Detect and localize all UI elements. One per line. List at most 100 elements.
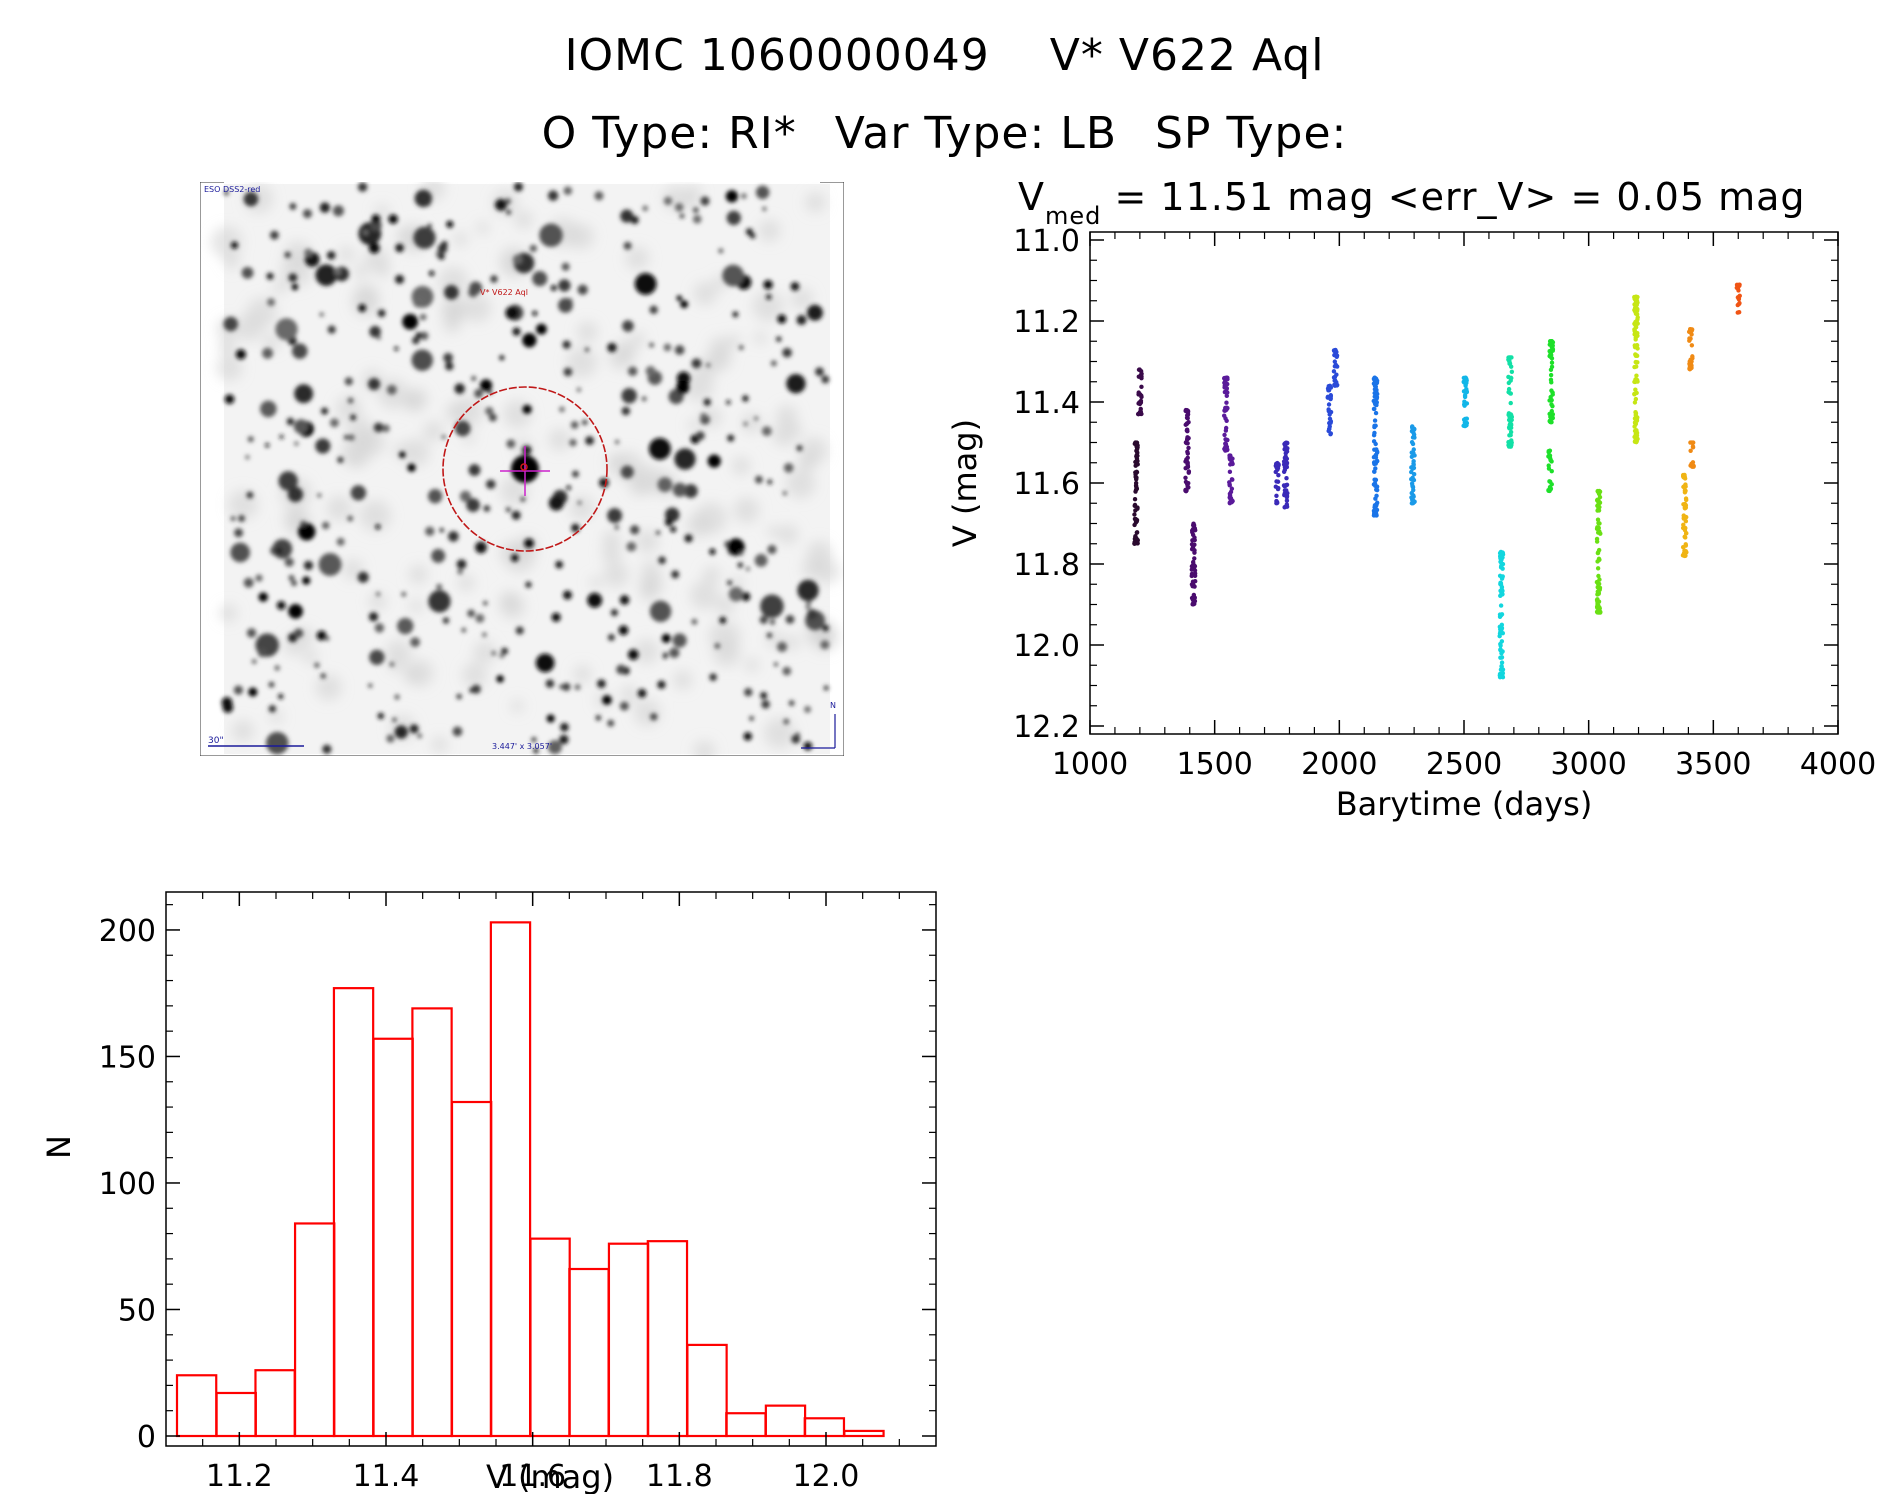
- star: [558, 297, 573, 313]
- data-point: [1189, 528, 1195, 533]
- star: [559, 406, 565, 413]
- data-point: [1634, 373, 1639, 378]
- star: [268, 681, 275, 688]
- star: [741, 592, 751, 602]
- star: [684, 534, 693, 543]
- star: [726, 210, 741, 226]
- data-point: [1274, 493, 1279, 499]
- data-point: [1371, 432, 1377, 438]
- x-tick-label: 11.2: [206, 1459, 273, 1494]
- star: [718, 248, 724, 254]
- star: [649, 305, 658, 314]
- star: [515, 626, 524, 635]
- star: [471, 684, 481, 694]
- data-point: [1224, 386, 1229, 391]
- star-name: V* V622 Aql: [1049, 30, 1325, 81]
- star: [566, 485, 571, 491]
- star: [785, 614, 795, 624]
- data-point: [1549, 468, 1554, 474]
- data-point: [1372, 400, 1378, 406]
- star: [822, 624, 829, 632]
- data-point: [1594, 539, 1600, 544]
- data-point: [1633, 410, 1638, 415]
- star: [676, 380, 690, 394]
- star: [362, 229, 369, 236]
- data-point: [1595, 609, 1601, 614]
- data-point: [1546, 453, 1552, 458]
- star: [287, 486, 304, 503]
- star: [532, 270, 548, 287]
- data-point: [1410, 475, 1415, 481]
- data-point: [1185, 435, 1190, 440]
- star: [680, 300, 689, 309]
- star: [248, 687, 258, 697]
- star: [749, 716, 754, 721]
- star: [571, 523, 580, 533]
- star: [563, 367, 573, 377]
- data-point: [1222, 432, 1227, 438]
- star: [336, 537, 345, 546]
- star: [446, 220, 454, 228]
- star: [316, 630, 327, 641]
- data-point: [1134, 440, 1139, 445]
- star: [550, 285, 557, 291]
- star: [562, 682, 571, 691]
- star: [732, 311, 739, 318]
- data-point: [1228, 455, 1234, 461]
- data-point: [1547, 479, 1552, 484]
- star: [347, 515, 354, 522]
- star: [278, 693, 284, 700]
- star: [619, 595, 630, 605]
- data-point: [1682, 488, 1688, 493]
- histogram-bar: [254, 1369, 296, 1438]
- data-point: [1690, 354, 1695, 359]
- star: [616, 664, 626, 675]
- star: [670, 526, 677, 533]
- data-point: [1132, 522, 1137, 528]
- data-point: [1633, 396, 1639, 402]
- star: [671, 570, 680, 579]
- data-point: [1411, 487, 1416, 493]
- star: [505, 306, 519, 320]
- star: [386, 734, 395, 743]
- data-point: [1506, 417, 1512, 423]
- star: [548, 495, 564, 511]
- star: [547, 740, 562, 755]
- y-tick-label: 100: [99, 1167, 156, 1202]
- star: [645, 366, 656, 376]
- data-point: [1689, 343, 1695, 348]
- star: [727, 434, 735, 442]
- data-point: [1133, 487, 1139, 493]
- star: [238, 515, 245, 522]
- star: [607, 634, 615, 641]
- histogram-bar: [489, 921, 532, 1438]
- star: [247, 436, 254, 443]
- star: [276, 547, 283, 554]
- star: [369, 649, 385, 666]
- star: [241, 266, 254, 279]
- data-point: [1192, 535, 1197, 540]
- data-point: [1634, 390, 1639, 396]
- star: [469, 281, 483, 295]
- data-point: [1548, 414, 1553, 420]
- star: [796, 315, 807, 325]
- star: [559, 684, 564, 689]
- star: [475, 541, 487, 554]
- star: [395, 243, 404, 253]
- data-point: [1132, 497, 1138, 502]
- data-point: [1190, 579, 1196, 584]
- star: [441, 241, 448, 248]
- star: [471, 376, 477, 381]
- star: [394, 346, 399, 351]
- data-point: [1186, 480, 1191, 486]
- star: [755, 185, 770, 200]
- star: [759, 615, 768, 624]
- star: [442, 617, 450, 624]
- data-point: [1508, 421, 1513, 426]
- data-point: [1374, 447, 1379, 452]
- star: [545, 679, 555, 688]
- star: [314, 662, 320, 668]
- star: [424, 200, 431, 207]
- data-point: [1594, 597, 1600, 603]
- star: [559, 734, 569, 745]
